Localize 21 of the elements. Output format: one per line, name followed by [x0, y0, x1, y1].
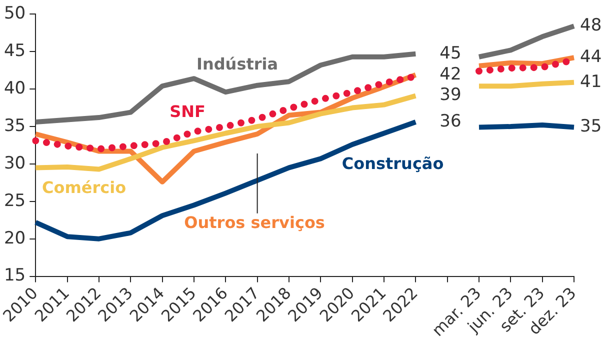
y-tick-label: 15 [4, 266, 26, 286]
data-label: 36 [440, 111, 462, 132]
series-label: Comércio [42, 178, 126, 197]
data-label: 44 [580, 47, 602, 68]
y-tick-label: 25 [4, 190, 26, 211]
text: Outros serviços [184, 213, 325, 232]
y-tick-label: 35 [4, 116, 26, 136]
y-tick-label: 20 [4, 228, 26, 248]
series-label: Construção [342, 154, 444, 173]
data-label: 45 [440, 43, 462, 64]
data-label: 39 [440, 85, 462, 106]
y-tick-label: 40 [4, 78, 26, 98]
y-tick-label: 45 [4, 41, 26, 62]
data-label: 35 [580, 116, 602, 137]
y-tick-label: 50 [4, 4, 26, 24]
data-label: 48 [580, 16, 602, 36]
data-label: 42 [440, 64, 462, 84]
series-label: SNF [170, 102, 206, 122]
y-tick-label: 30 [4, 153, 26, 174]
data-label: 41 [580, 72, 602, 92]
series-label: Indústria [196, 54, 278, 74]
